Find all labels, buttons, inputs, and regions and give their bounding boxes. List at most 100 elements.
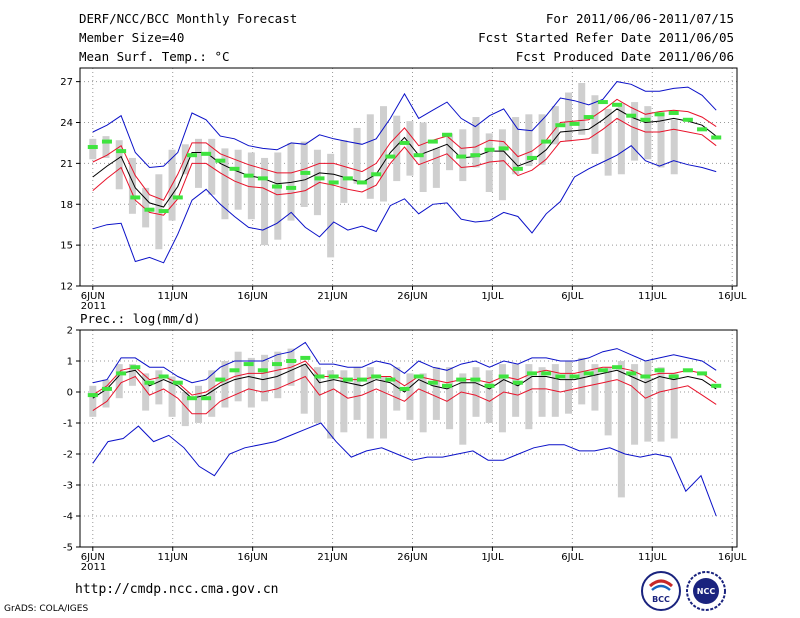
produced-date: Fcst Produced Date 2011/06/06	[515, 49, 734, 64]
temp-observed-mark	[257, 176, 268, 181]
temp-observed-mark	[144, 207, 155, 212]
prec-observed-mark	[314, 374, 325, 379]
bcc-logo-text: BCC	[652, 595, 670, 604]
prec-observed-mark	[130, 365, 141, 370]
prec-observed-mark	[682, 368, 693, 373]
prec-xtick-label: 6JUL	[561, 552, 584, 563]
prec-observed-mark	[427, 380, 438, 385]
temp-observed-mark	[243, 173, 254, 178]
temp-box	[287, 142, 295, 221]
temp-box	[644, 106, 652, 160]
prec-observed-mark	[356, 377, 367, 382]
temp-observed-mark	[186, 153, 197, 158]
temp-box	[565, 92, 573, 142]
prec-observed-mark	[612, 365, 623, 370]
temp-observed-mark	[158, 209, 169, 214]
chart-title: DERF/NCC/BCC Monthly Forecast	[79, 11, 298, 26]
prec-box	[565, 361, 573, 414]
prec-xtick-label: 16JUN	[237, 552, 267, 563]
temp-observed-mark	[527, 155, 538, 160]
prec-box	[366, 367, 374, 439]
prec-observed-mark	[158, 374, 169, 379]
prec-ytick-label: 0	[67, 388, 73, 399]
prec-observed-mark	[186, 396, 197, 401]
temp-box	[115, 140, 123, 190]
temp-observed-mark	[399, 140, 410, 145]
prec-ytick-label: 2	[67, 326, 73, 337]
temp-observed-mark	[498, 146, 509, 151]
prec-observed-mark	[215, 377, 226, 382]
prec-observed-mark	[300, 355, 311, 360]
temp-xtick-label: 6JUL	[561, 291, 584, 302]
temp-ytick-label: 21	[60, 159, 73, 170]
prec-box	[670, 373, 678, 439]
temp-box	[380, 106, 388, 202]
temp-lower-spread-line	[92, 117, 717, 216]
temp-xtick-label: 21JUN	[317, 291, 347, 302]
prec-lower-spread-line	[92, 375, 717, 415]
prec-box	[512, 364, 520, 417]
temp-xtick-label: 11JUL	[638, 291, 667, 302]
temp-observed-mark	[116, 149, 127, 154]
prec-observed-mark	[626, 371, 637, 376]
prec-box	[657, 367, 665, 442]
ncc-logo-text: NCC	[697, 587, 716, 596]
temp-box	[446, 133, 454, 171]
bcc-logo: BCC	[641, 571, 681, 611]
temp-box	[657, 112, 665, 168]
prec-observed-mark	[144, 380, 155, 385]
prec-observed-mark	[512, 380, 523, 385]
temp-observed-mark	[300, 170, 311, 175]
prec-box	[353, 367, 361, 420]
temp-observed-mark	[356, 180, 367, 185]
temp-observed-mark	[342, 176, 353, 181]
prec-box	[578, 357, 586, 405]
temp-box	[512, 117, 520, 175]
temp-box	[366, 114, 374, 199]
temp-observed-mark	[101, 139, 112, 144]
prec-box	[604, 367, 612, 436]
prec-box	[168, 376, 176, 417]
prec-box	[195, 385, 203, 423]
prec-ytick-label: -5	[63, 543, 73, 554]
prec-box	[128, 364, 136, 386]
temp-box	[102, 136, 110, 158]
temp-ensemble-min-line	[92, 145, 717, 264]
prec-observed-mark	[654, 368, 665, 373]
prec-xtick-label: 21JUN	[317, 552, 347, 563]
prec-observed-mark	[498, 374, 509, 379]
temp-box	[432, 148, 440, 188]
temp-ytick-label: 27	[60, 77, 73, 88]
prec-observed-mark	[385, 377, 396, 382]
prec-observed-mark	[342, 377, 353, 382]
grads-credit: GrADS: COLA/IGES	[4, 604, 89, 614]
temp-ensemble-max-line	[92, 81, 717, 169]
prec-box	[538, 367, 546, 417]
prec-observed-mark	[640, 374, 651, 379]
prec-observed-mark	[484, 383, 495, 388]
prec-box	[380, 376, 388, 439]
temp-observed-mark	[442, 132, 453, 137]
source-url[interactable]: http://cmdp.ncc.cma.gov.cn	[75, 582, 279, 597]
temp-observed-mark	[668, 110, 679, 115]
prec-box	[313, 367, 321, 423]
prec-xtick-label: 26JUN	[397, 552, 427, 563]
prec-xtick-label: 1JUL	[481, 552, 504, 563]
prec-observed-mark	[271, 362, 282, 367]
prec-box	[485, 370, 493, 423]
temp-box	[551, 106, 559, 145]
prec-ytick-label: -3	[63, 481, 73, 492]
prec-ytick-label: 1	[67, 357, 73, 368]
prec-box	[234, 351, 242, 402]
prec-box	[393, 367, 401, 411]
temp-observed-mark	[130, 195, 141, 200]
temp-box	[419, 122, 427, 192]
prec-box	[89, 385, 97, 417]
temp-box	[617, 103, 625, 175]
prec-xtick-label: 16JUL	[718, 552, 747, 563]
prec-observed-mark	[328, 374, 339, 379]
temp-box	[340, 140, 348, 203]
prec-box	[498, 364, 506, 433]
prec-box	[261, 354, 269, 402]
prec-observed-mark	[569, 374, 580, 379]
